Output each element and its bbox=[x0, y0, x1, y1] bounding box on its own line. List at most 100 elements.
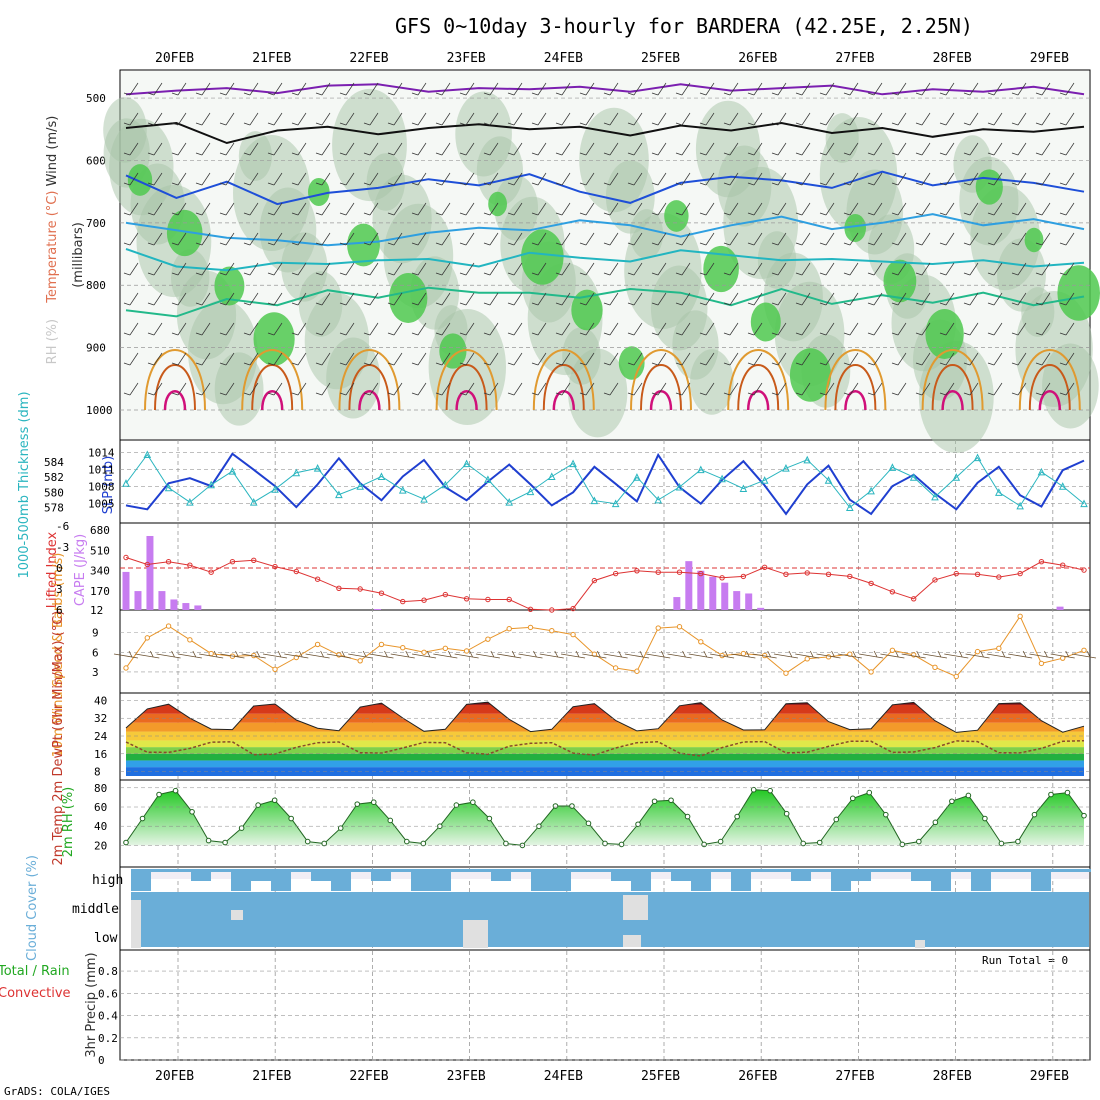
thickness-point bbox=[867, 486, 875, 495]
cloud-high-block bbox=[251, 869, 271, 881]
wind-barb bbox=[387, 352, 403, 366]
wind-point bbox=[549, 627, 555, 634]
wind-point bbox=[357, 658, 363, 664]
temp-band bbox=[126, 760, 1084, 768]
wind-point bbox=[698, 639, 704, 645]
wind-barb bbox=[1011, 172, 1027, 186]
wind-barb bbox=[987, 292, 1003, 306]
rh-shade-high bbox=[925, 309, 964, 359]
wind-barb bbox=[1035, 82, 1051, 96]
wind-barb bbox=[915, 292, 931, 306]
wind-barb bbox=[459, 82, 475, 96]
cloud-high-block bbox=[891, 869, 911, 872]
wind-barb bbox=[171, 82, 187, 96]
cape-bar bbox=[721, 582, 729, 610]
wind-barb bbox=[891, 352, 907, 366]
wind-barb bbox=[171, 352, 187, 366]
wind-barb bbox=[435, 292, 451, 306]
wind-barb bbox=[603, 292, 619, 306]
wind-barb bbox=[507, 322, 523, 336]
wind-barb bbox=[315, 232, 331, 246]
wind-barb bbox=[315, 292, 331, 306]
cloud-high-block bbox=[791, 869, 811, 881]
wind-barb bbox=[579, 82, 595, 96]
rh-shade-high bbox=[883, 259, 917, 303]
surface-barb bbox=[177, 650, 202, 659]
wind-barb bbox=[819, 322, 835, 336]
pressure-tick: 500 bbox=[86, 92, 106, 105]
wind-barb bbox=[699, 322, 715, 336]
wind-barb bbox=[267, 82, 283, 96]
surface-barb bbox=[646, 650, 671, 659]
rh2m-ylabel: 2m RH (%) bbox=[61, 787, 76, 858]
rh-point bbox=[156, 791, 162, 798]
wind-barb bbox=[963, 112, 979, 126]
li-point bbox=[1017, 570, 1023, 577]
wind-barb bbox=[843, 172, 859, 186]
date-label-bottom: 29FEB bbox=[1030, 1069, 1069, 1084]
wind-barb bbox=[243, 232, 259, 246]
surface-barb bbox=[369, 650, 394, 659]
li-point bbox=[442, 591, 449, 598]
wind-barb bbox=[315, 112, 331, 126]
wind-barb bbox=[915, 262, 931, 276]
dewpt-line bbox=[125, 739, 1085, 757]
surface-barb bbox=[135, 650, 160, 659]
wind-barb bbox=[411, 262, 427, 276]
li-point bbox=[655, 569, 661, 575]
wind-barb bbox=[171, 382, 187, 396]
thickness-point bbox=[995, 488, 1003, 496]
cloud-high-block bbox=[131, 869, 151, 891]
wind-barb bbox=[627, 112, 643, 126]
wind-point bbox=[783, 670, 789, 676]
wind-barb bbox=[147, 142, 163, 156]
thickness-point bbox=[547, 472, 556, 480]
date-label-bottom: 21FEB bbox=[252, 1069, 291, 1084]
rh-point bbox=[205, 837, 212, 844]
rh-point bbox=[1048, 791, 1054, 798]
thickness-point bbox=[782, 464, 790, 472]
rh-point bbox=[222, 839, 228, 846]
wind-barb bbox=[651, 262, 667, 276]
wind-barb bbox=[1059, 82, 1075, 96]
wind-barb bbox=[363, 232, 379, 246]
wind-point bbox=[1081, 647, 1087, 654]
wind-barb bbox=[699, 232, 715, 246]
rh-point bbox=[470, 799, 476, 806]
wind-barb bbox=[483, 352, 499, 366]
cloud-high-block bbox=[731, 869, 751, 891]
wind-barb bbox=[579, 142, 595, 156]
wind-barb bbox=[147, 322, 163, 336]
slp-tick: 1011 bbox=[88, 464, 115, 477]
wind-barb bbox=[603, 112, 619, 126]
rh-badge: RH (%) bbox=[45, 319, 60, 364]
wind-barb bbox=[531, 82, 547, 96]
rh-shade-high bbox=[347, 223, 380, 267]
wind-barb bbox=[123, 262, 139, 276]
li-ylabel: Lifted Index bbox=[45, 531, 60, 608]
wind-barb bbox=[675, 322, 691, 336]
rh-point bbox=[734, 813, 740, 820]
wind-barb bbox=[555, 382, 571, 396]
wind-barb bbox=[531, 382, 547, 396]
wind-barb bbox=[987, 172, 1003, 186]
rh-point bbox=[304, 838, 311, 845]
wind-barb bbox=[555, 232, 571, 246]
warm-isotherm bbox=[241, 349, 304, 411]
wind-barb bbox=[987, 262, 1003, 276]
thickness-point bbox=[888, 463, 897, 471]
wind-barb bbox=[459, 352, 475, 366]
wind-barb bbox=[987, 142, 1003, 156]
wind-barb bbox=[219, 142, 235, 156]
cape-bar bbox=[709, 576, 717, 610]
wind-line bbox=[125, 615, 1085, 678]
wind-barb bbox=[267, 352, 283, 366]
wind-barb bbox=[843, 292, 859, 306]
wind-barb bbox=[195, 292, 211, 306]
slp-ylabel: SLP (mb) bbox=[101, 456, 116, 515]
wind-barb bbox=[627, 172, 643, 186]
thickness-tick: 580 bbox=[44, 486, 64, 499]
warm-isotherm bbox=[1018, 349, 1081, 411]
surface-barb bbox=[497, 650, 522, 659]
wind-barb bbox=[747, 82, 763, 96]
